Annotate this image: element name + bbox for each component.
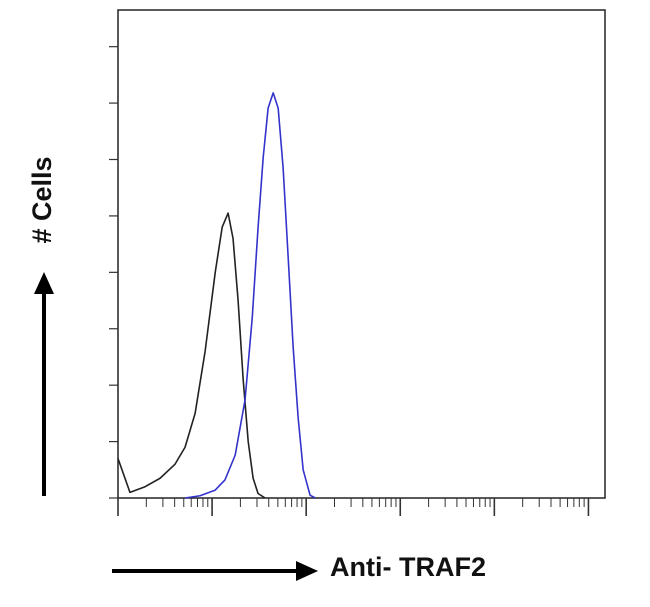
y-axis-label: # Cells [27, 156, 57, 243]
x-arrow [112, 561, 318, 581]
histogram-line [117, 212, 266, 499]
x-axis-label: Anti- TRAF2 [330, 552, 486, 582]
plot-frame [117, 9, 606, 499]
histogram-line [184, 92, 316, 499]
y-arrow [34, 272, 54, 496]
